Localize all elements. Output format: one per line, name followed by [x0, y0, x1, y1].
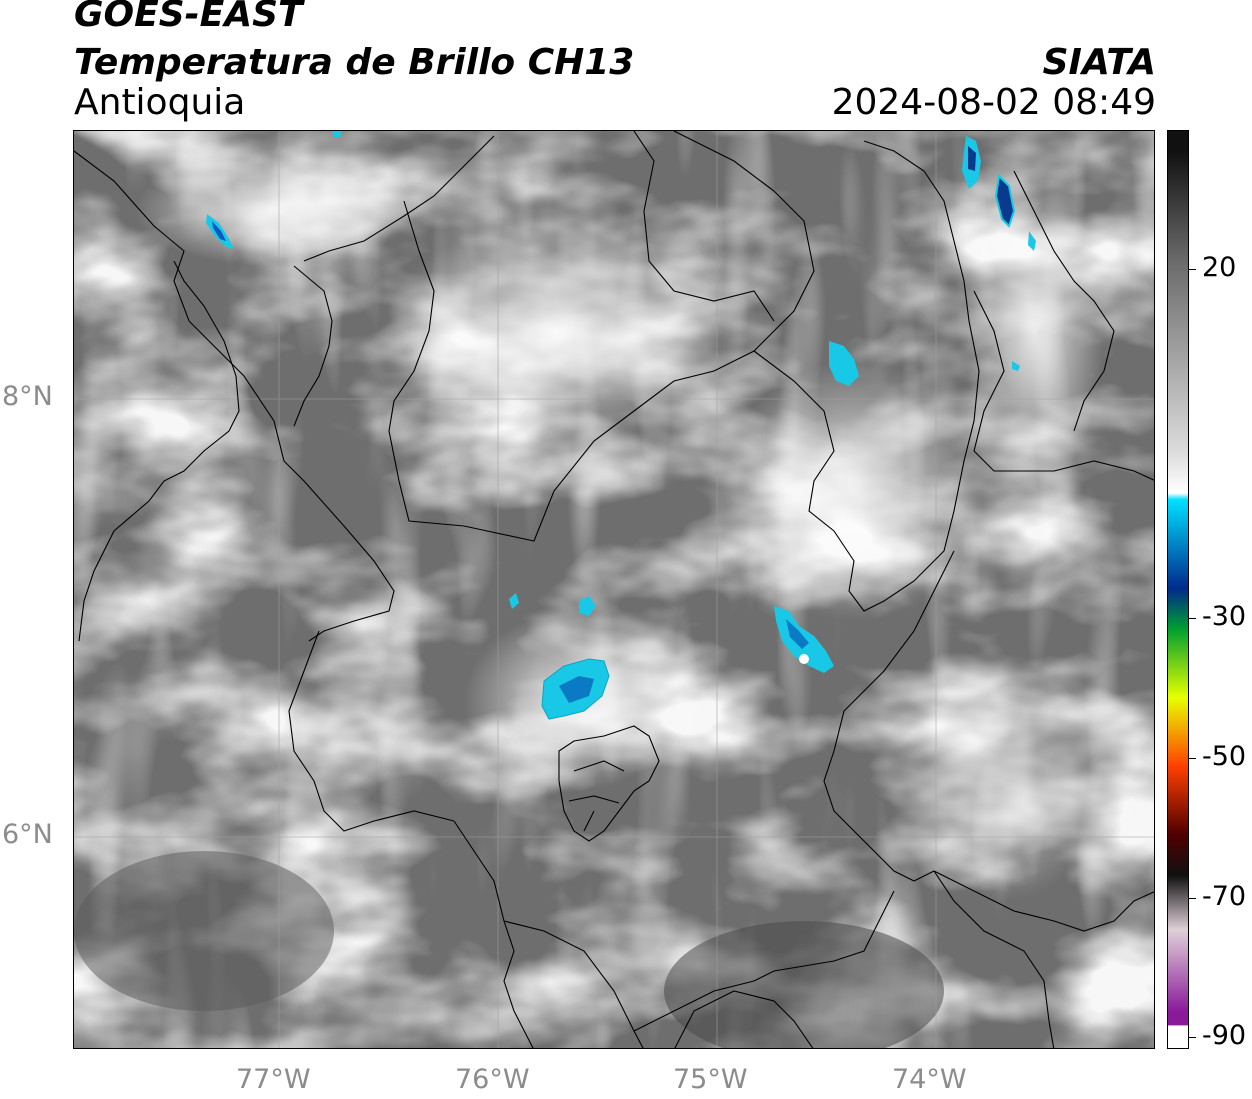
cloud-mass-southeast	[904, 661, 1104, 901]
title-product: Temperatura de Brillo CH13	[74, 42, 635, 83]
boundaries	[74, 131, 1154, 1048]
cold-cloud-warm-hole	[799, 654, 809, 664]
coastline-caribbean	[303, 135, 495, 262]
colorbar-label-neg90: -90	[1202, 1020, 1247, 1051]
department-east	[753, 140, 980, 612]
cold-cloud-tops	[206, 131, 1036, 720]
lon-tick-74w: 74°W	[892, 1064, 967, 1095]
organization-label: SIATA	[1042, 42, 1156, 83]
coastline-inner-gulf	[293, 265, 333, 427]
colorbar-label-20: 20	[1202, 252, 1237, 283]
lon-tick-75w: 75°W	[673, 1064, 748, 1095]
colorbar-tick-neg30	[1189, 618, 1196, 619]
cold-cloud-band-east-inner	[786, 619, 809, 649]
department-far-south	[674, 990, 814, 1048]
cold-cloud-northeast-3	[1028, 231, 1036, 251]
cloud-mass-northwest	[134, 156, 414, 266]
lon-tick-76w: 76°W	[455, 1064, 530, 1095]
department-south-east	[633, 890, 895, 1032]
cloud-mass-north	[384, 221, 724, 441]
metropolitan-area	[558, 725, 660, 842]
department-northeast	[633, 131, 775, 322]
lat-tick-6n: 6°N	[2, 819, 53, 850]
region-label: Antioquia	[74, 82, 246, 123]
colorbar-tick-20	[1189, 269, 1196, 270]
colorbar-tick-neg90	[1189, 1037, 1196, 1038]
lon-tick-77w: 77°W	[236, 1064, 311, 1095]
satellite-map[interactable]	[73, 130, 1155, 1049]
department-southeast	[823, 550, 1154, 932]
colorbar-ramp	[1168, 131, 1188, 1048]
map-canvas	[74, 131, 1154, 1048]
colorbar-under-swatch	[1168, 1025, 1188, 1048]
department-southwest	[288, 630, 455, 832]
colorbar	[1167, 130, 1189, 1049]
colorbar-tick-neg70	[1189, 898, 1196, 899]
cold-cloud-core-center-inner	[559, 676, 594, 703]
cold-cloud-northwest-core	[212, 221, 226, 241]
colorbar-label-neg70: -70	[1202, 881, 1247, 912]
warm-region-south	[664, 921, 944, 1048]
cold-cloud-small-2	[509, 593, 519, 609]
cold-cloud-small-3	[1012, 361, 1020, 371]
cloud-mass-northeast	[964, 171, 1104, 491]
title-satellite: GOES-EAST	[74, 0, 303, 35]
colorbar-label-neg30: -30	[1202, 601, 1247, 632]
department-south	[453, 820, 534, 1048]
cold-cloud-small-1	[579, 596, 596, 616]
department-south-center	[503, 920, 644, 1048]
cloud-mass-east	[724, 361, 984, 621]
colorbar-gradient	[1168, 131, 1188, 1026]
coastline-uraba	[74, 150, 395, 642]
lat-tick-8n: 8°N	[2, 381, 53, 412]
cold-cloud-northeast-2	[994, 173, 1016, 228]
department-north	[388, 131, 815, 542]
graticule	[74, 131, 1154, 1048]
timestamp-label: 2024-08-02 08:49	[831, 82, 1156, 123]
department-far-northeast	[1013, 170, 1115, 432]
cold-cloud-northeast-1-core	[968, 146, 976, 171]
department-east-inner	[933, 870, 1055, 1048]
colorbar-tick-neg50	[1189, 758, 1196, 759]
department-northeast-inner	[973, 290, 1154, 481]
warm-region-southwest	[74, 851, 334, 1011]
colorbar-label-neg50: -50	[1202, 741, 1247, 772]
cold-cloud-top-edge	[332, 131, 342, 137]
cold-cloud-east-patch	[829, 341, 859, 386]
metropolitan-divisions	[568, 760, 625, 832]
coastline-darien	[78, 260, 240, 642]
